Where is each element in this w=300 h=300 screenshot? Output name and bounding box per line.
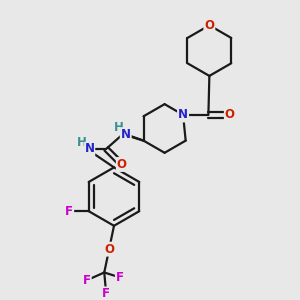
Text: N: N xyxy=(178,108,188,121)
Text: O: O xyxy=(204,19,214,32)
Text: F: F xyxy=(65,205,73,218)
Text: N: N xyxy=(178,108,188,121)
Text: N: N xyxy=(121,128,131,141)
Text: N: N xyxy=(85,142,95,155)
Text: H: H xyxy=(121,128,130,141)
Text: F: F xyxy=(102,287,110,300)
Text: H: H xyxy=(77,136,87,148)
Text: H: H xyxy=(114,121,124,134)
Text: F: F xyxy=(116,271,124,284)
Text: F: F xyxy=(83,274,91,287)
Text: O: O xyxy=(104,243,114,256)
Text: O: O xyxy=(225,108,235,121)
Text: O: O xyxy=(117,158,127,171)
